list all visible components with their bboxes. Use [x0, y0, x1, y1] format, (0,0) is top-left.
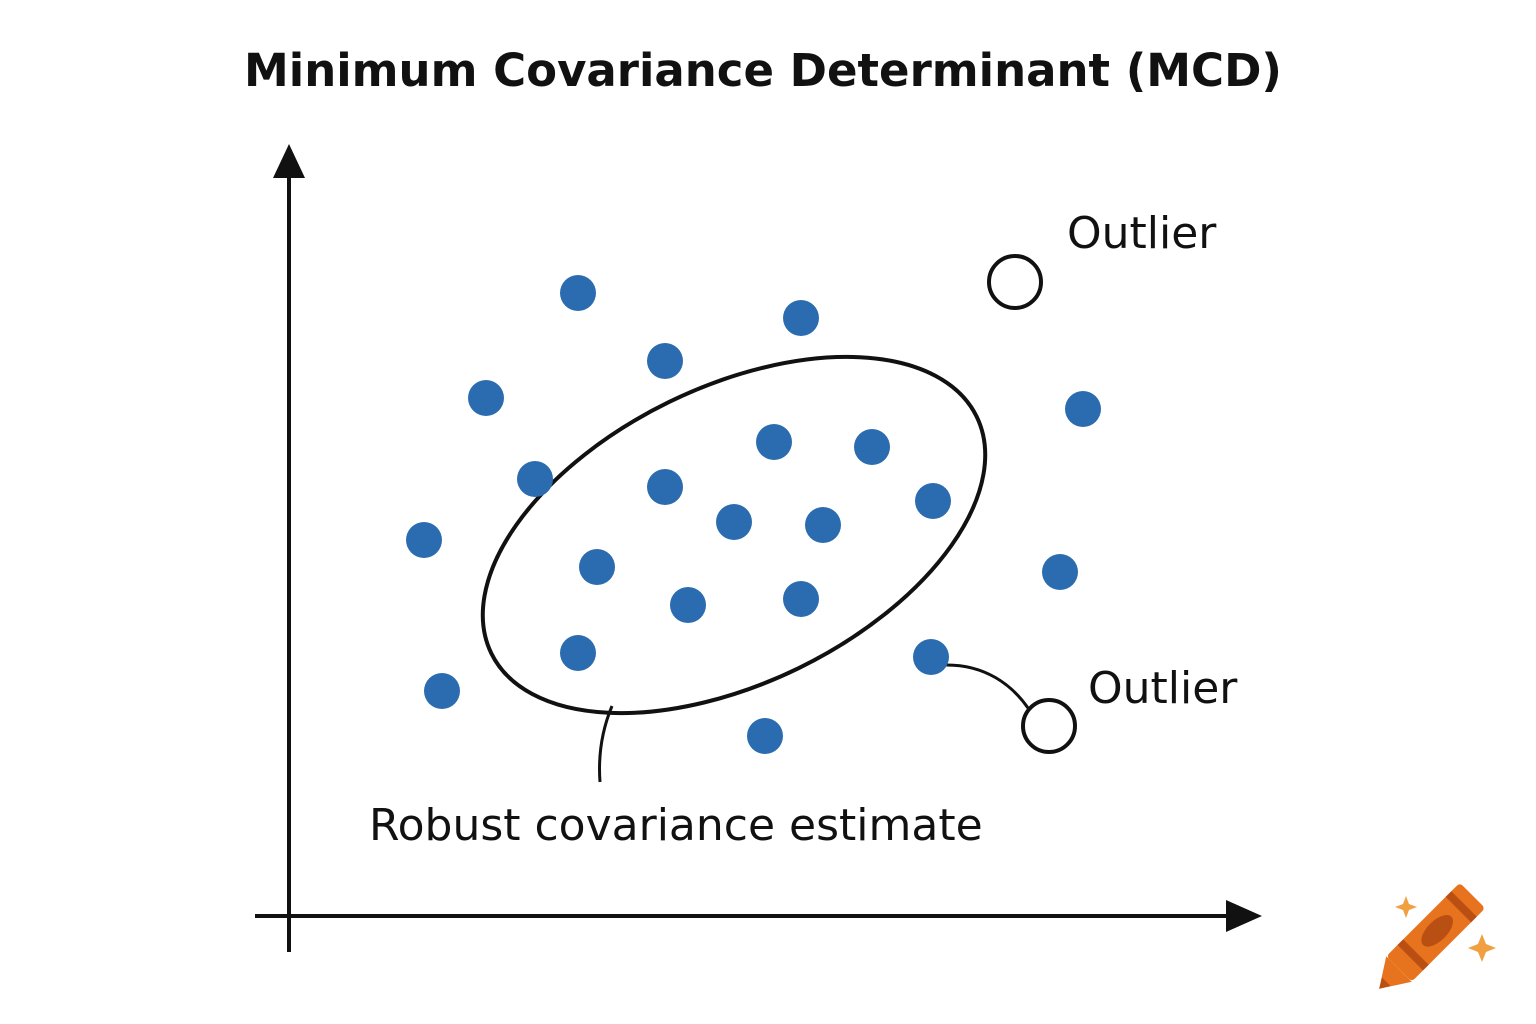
data-point	[783, 300, 819, 336]
x-axis-arrowhead	[1226, 900, 1262, 932]
data-point	[1065, 391, 1101, 427]
sparkle-icon	[1468, 934, 1496, 962]
ellipse-caption-leader	[598, 705, 614, 783]
data-point	[406, 522, 442, 558]
robust-covariance-ellipse	[480, 354, 988, 716]
data-point	[747, 718, 783, 754]
data-point	[560, 275, 596, 311]
outlier-label-top: Outlier	[1067, 208, 1217, 259]
inlier-point	[915, 483, 951, 519]
outlier-point	[1021, 698, 1077, 754]
inlier-point	[783, 581, 819, 617]
points-layer	[406, 254, 1101, 754]
inlier-point	[854, 429, 890, 465]
y-axis-arrowhead	[273, 144, 305, 178]
outlier-leader	[943, 663, 1030, 709]
inlier-point	[805, 507, 841, 543]
inlier-point	[756, 424, 792, 460]
outlier-point	[987, 254, 1043, 310]
data-point	[424, 673, 460, 709]
inlier-point	[579, 549, 615, 585]
sparkle-icon	[1395, 896, 1417, 918]
data-point	[647, 343, 683, 379]
inlier-point	[517, 461, 553, 497]
axes	[255, 144, 1262, 952]
data-point	[468, 380, 504, 416]
data-point	[913, 639, 949, 675]
data-point	[1042, 554, 1078, 590]
outlier-label-bottom: Outlier	[1088, 663, 1238, 714]
ellipse-caption: Robust covariance estimate	[369, 800, 983, 851]
inlier-point	[560, 635, 596, 671]
inlier-point	[647, 469, 683, 505]
inlier-point	[670, 587, 706, 623]
page-title: Minimum Covariance Determinant (MCD)	[244, 44, 1282, 97]
crayon-sparkle-icon	[1379, 884, 1496, 989]
inlier-point	[716, 504, 752, 540]
